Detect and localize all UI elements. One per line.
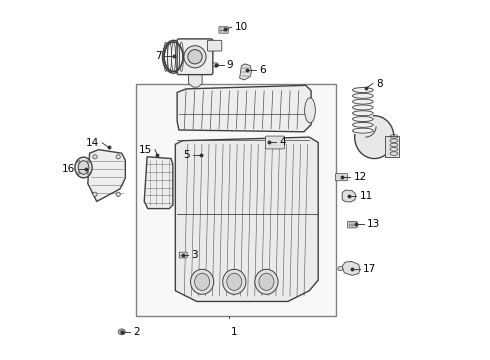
Ellipse shape bbox=[255, 269, 278, 294]
Polygon shape bbox=[144, 157, 173, 208]
Bar bbox=[385, 136, 399, 157]
Ellipse shape bbox=[87, 172, 90, 175]
Ellipse shape bbox=[305, 98, 316, 123]
Polygon shape bbox=[342, 190, 356, 202]
Ellipse shape bbox=[184, 46, 206, 68]
Ellipse shape bbox=[191, 269, 214, 294]
Text: 9: 9 bbox=[227, 60, 233, 70]
Polygon shape bbox=[240, 64, 251, 80]
Ellipse shape bbox=[87, 161, 90, 163]
Text: 15: 15 bbox=[139, 145, 152, 155]
FancyBboxPatch shape bbox=[266, 136, 285, 149]
Ellipse shape bbox=[355, 116, 394, 158]
Ellipse shape bbox=[188, 50, 202, 64]
Ellipse shape bbox=[338, 266, 343, 271]
Ellipse shape bbox=[75, 157, 92, 178]
Text: 10: 10 bbox=[235, 22, 248, 32]
Ellipse shape bbox=[93, 192, 97, 197]
Text: 3: 3 bbox=[191, 250, 197, 260]
Text: 16: 16 bbox=[61, 164, 74, 174]
Ellipse shape bbox=[120, 330, 123, 333]
Ellipse shape bbox=[163, 40, 185, 73]
Ellipse shape bbox=[259, 273, 274, 291]
Polygon shape bbox=[189, 73, 202, 87]
Text: 13: 13 bbox=[367, 219, 380, 229]
Text: 14: 14 bbox=[86, 138, 99, 148]
Ellipse shape bbox=[195, 273, 210, 291]
FancyBboxPatch shape bbox=[207, 40, 222, 51]
Ellipse shape bbox=[213, 63, 219, 67]
Ellipse shape bbox=[227, 273, 242, 291]
Ellipse shape bbox=[78, 161, 89, 174]
Text: 5: 5 bbox=[183, 150, 190, 160]
Ellipse shape bbox=[77, 172, 80, 175]
FancyBboxPatch shape bbox=[219, 27, 228, 33]
Text: 17: 17 bbox=[363, 264, 376, 274]
Bar bbox=[136, 84, 336, 316]
Polygon shape bbox=[175, 137, 318, 301]
Text: 12: 12 bbox=[354, 172, 367, 182]
FancyBboxPatch shape bbox=[179, 252, 187, 258]
FancyBboxPatch shape bbox=[347, 221, 357, 228]
Text: 1: 1 bbox=[231, 327, 237, 337]
Ellipse shape bbox=[93, 155, 97, 159]
FancyBboxPatch shape bbox=[177, 39, 213, 75]
Text: 2: 2 bbox=[133, 327, 140, 337]
Polygon shape bbox=[342, 261, 360, 275]
Text: 11: 11 bbox=[360, 191, 373, 201]
Text: 7: 7 bbox=[155, 51, 161, 61]
Ellipse shape bbox=[118, 329, 125, 335]
Bar bbox=[352, 87, 373, 134]
Polygon shape bbox=[177, 85, 311, 132]
Ellipse shape bbox=[77, 161, 80, 163]
FancyBboxPatch shape bbox=[335, 174, 347, 181]
Ellipse shape bbox=[116, 155, 121, 159]
Text: 8: 8 bbox=[376, 78, 383, 89]
Polygon shape bbox=[88, 150, 125, 202]
Ellipse shape bbox=[222, 269, 246, 294]
Text: 4: 4 bbox=[280, 138, 286, 148]
Ellipse shape bbox=[116, 192, 121, 197]
Text: 6: 6 bbox=[259, 65, 266, 75]
